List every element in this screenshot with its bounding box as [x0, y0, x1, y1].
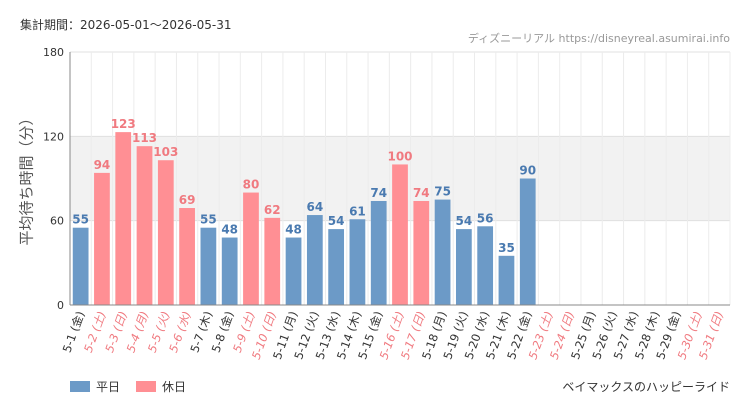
attraction-name: ベイマックスのハッピーライド	[562, 380, 730, 394]
y-tick-label: 60	[50, 215, 64, 228]
legend-label-weekday: 平日	[96, 380, 121, 394]
bar-value-label: 94	[94, 158, 111, 172]
bar[interactable]	[455, 229, 472, 305]
bar-value-label: 90	[519, 164, 536, 178]
bar-value-label: 103	[153, 145, 178, 159]
y-tick-label: 120	[43, 130, 64, 143]
bar-value-label: 75	[434, 185, 451, 199]
bar[interactable]	[349, 219, 366, 305]
bar-value-label: 61	[349, 204, 366, 218]
bar-value-label: 48	[221, 223, 238, 237]
legend-item-weekday[interactable]: 平日	[70, 378, 120, 395]
bar-value-label: 55	[72, 213, 89, 227]
bar[interactable]	[179, 208, 195, 305]
bar[interactable]	[243, 192, 259, 305]
x-tick-labels: 5-1 (金)5-2 (土)5-3 (日)5-4 (月)5-5 (火)5-6 (…	[60, 309, 727, 361]
legend: 平日 休日	[70, 378, 202, 395]
bar[interactable]	[477, 226, 494, 305]
site-credit[interactable]: ディズニーリアル https://disneyreal.asumirai.inf…	[467, 32, 730, 45]
bar-value-label: 64	[306, 200, 323, 214]
bar-value-label: 55	[200, 213, 217, 227]
bar[interactable]	[434, 199, 451, 305]
bar-value-label: 62	[264, 203, 281, 217]
bar[interactable]	[370, 200, 387, 305]
bar-value-label: 113	[132, 131, 157, 145]
bar-value-label: 74	[370, 186, 387, 200]
bar[interactable]	[115, 132, 132, 305]
y-tick-labels: 0 60 120 180	[43, 46, 64, 312]
bar-value-label: 80	[243, 178, 260, 192]
bar[interactable]	[264, 217, 281, 305]
bar[interactable]	[413, 200, 430, 305]
bar[interactable]	[306, 215, 323, 305]
bar-value-label: 48	[285, 223, 302, 237]
period-label: 集計期間：2026-05-01～2026-05-31	[20, 18, 232, 32]
bar-value-label: 123	[111, 117, 136, 131]
bar-value-label: 56	[477, 211, 494, 225]
legend-swatch-holiday	[136, 381, 157, 392]
bar-value-label: 74	[413, 186, 430, 200]
legend-label-holiday: 休日	[162, 380, 187, 394]
bar[interactable]	[328, 229, 345, 305]
legend-swatch-weekday	[70, 381, 90, 392]
bar-value-label: 54	[456, 214, 473, 228]
bar[interactable]	[136, 146, 153, 305]
bar[interactable]	[200, 227, 217, 305]
bar[interactable]	[94, 172, 110, 305]
bar[interactable]	[72, 227, 89, 305]
bar[interactable]	[285, 237, 302, 305]
bar[interactable]	[221, 237, 238, 305]
bar-value-label: 35	[498, 241, 515, 255]
bar-value-label: 69	[179, 193, 196, 207]
bar[interactable]	[519, 178, 536, 306]
bar[interactable]	[392, 164, 408, 305]
axes	[69, 52, 730, 306]
legend-item-holiday[interactable]: 休日	[136, 378, 186, 395]
bar[interactable]	[157, 160, 174, 305]
bar-value-label: 54	[328, 214, 345, 228]
bars	[72, 132, 536, 306]
bar-value-label: 100	[387, 149, 412, 163]
y-tick-label: 180	[43, 46, 64, 59]
bar[interactable]	[498, 255, 515, 305]
y-tick-label: 0	[57, 299, 64, 312]
